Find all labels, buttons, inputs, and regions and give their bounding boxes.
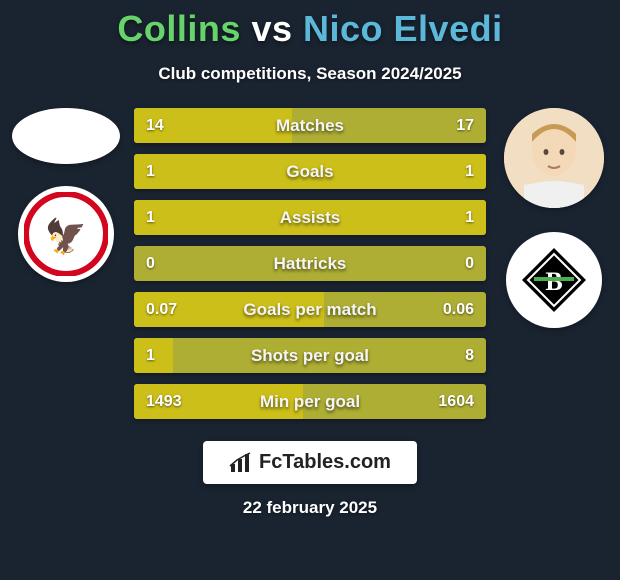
brand-text: FcTables.com	[259, 451, 391, 474]
stat-value-right: 8	[465, 347, 474, 365]
svg-text:B: B	[545, 267, 562, 296]
stat-row: 1493Min per goal1604	[134, 384, 486, 419]
club-left-logo: 🦅	[18, 186, 114, 282]
player-left-avatar-placeholder	[12, 108, 120, 164]
right-column: B	[494, 108, 614, 419]
person-icon	[504, 108, 604, 208]
stat-row: 0.07Goals per match0.06	[134, 292, 486, 327]
stat-label: Min per goal	[134, 392, 486, 412]
stat-value-right: 17	[456, 117, 474, 135]
date-text: 22 february 2025	[243, 498, 377, 518]
comparison-card: Collins vs Nico Elvedi Club competitions…	[0, 0, 620, 580]
main-area: 🦅 14Matches171Goals11Assists10Hattricks0…	[0, 108, 620, 419]
stat-value-right: 1604	[438, 393, 474, 411]
left-column: 🦅	[6, 108, 126, 419]
stat-value-right: 1	[465, 209, 474, 227]
stat-row: 14Matches17	[134, 108, 486, 143]
stats-column: 14Matches171Goals11Assists10Hattricks00.…	[126, 108, 494, 419]
page-title: Collins vs Nico Elvedi	[117, 8, 502, 50]
stat-value-right: 1	[465, 163, 474, 181]
stat-label: Assists	[134, 208, 486, 228]
stat-label: Hattricks	[134, 254, 486, 274]
stat-value-right: 0.06	[443, 301, 474, 319]
stat-row: 1Assists1	[134, 200, 486, 235]
stat-row: 0Hattricks0	[134, 246, 486, 281]
stat-label: Shots per goal	[134, 346, 486, 366]
eagle-icon: 🦅	[24, 192, 108, 276]
club-right-logo: B	[506, 232, 602, 328]
stat-row: 1Goals1	[134, 154, 486, 189]
subtitle: Club competitions, Season 2024/2025	[158, 64, 461, 84]
chart-icon	[229, 452, 251, 474]
svg-text:🦅: 🦅	[45, 216, 87, 256]
stat-label: Goals per match	[134, 300, 486, 320]
brand-badge[interactable]: FcTables.com	[203, 441, 417, 484]
stat-row: 1Shots per goal8	[134, 338, 486, 373]
stat-label: Matches	[134, 116, 486, 136]
player-right-avatar	[504, 108, 604, 208]
footer: FcTables.com 22 february 2025	[203, 441, 417, 518]
stat-value-right: 0	[465, 255, 474, 273]
stat-label: Goals	[134, 162, 486, 182]
diamond-b-icon: B	[512, 238, 596, 322]
